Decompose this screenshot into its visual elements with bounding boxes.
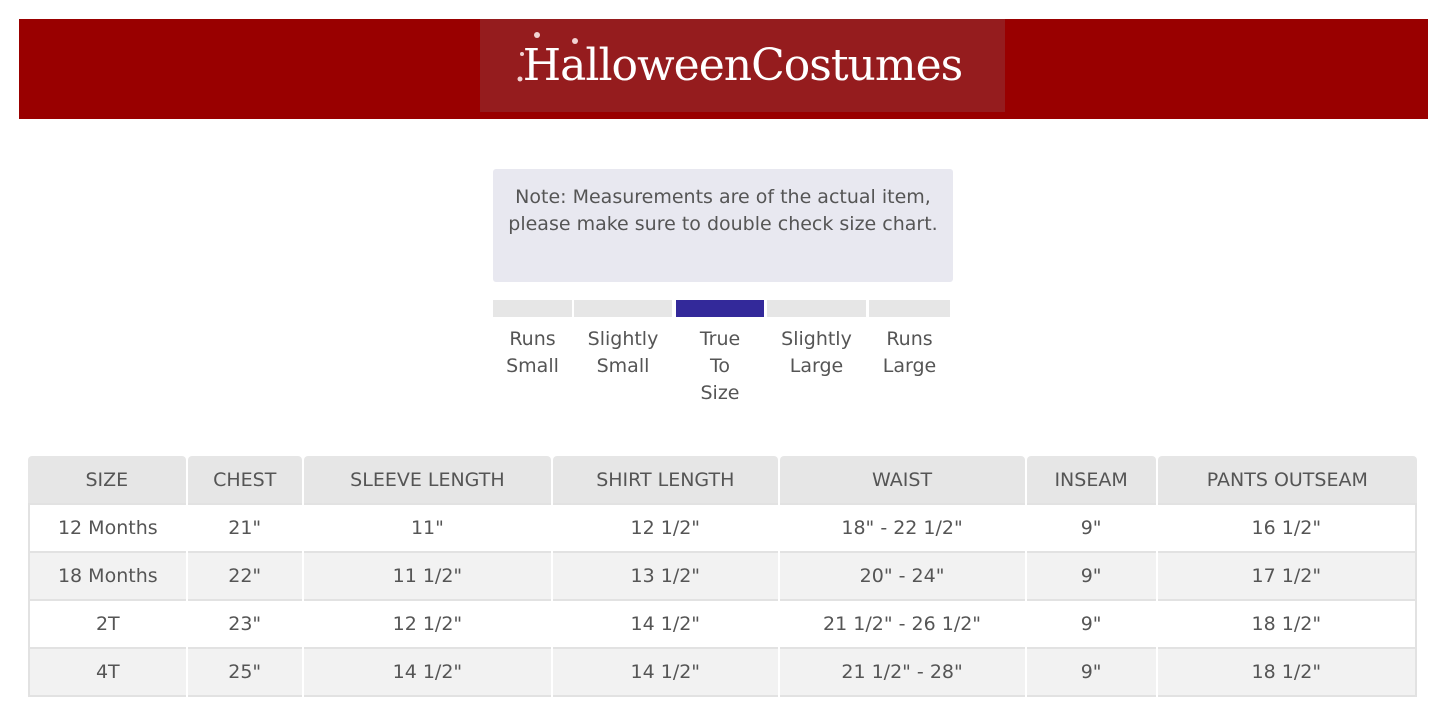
table-cell: 9" [1026,503,1156,551]
table-cell: 2T [28,599,186,647]
table-cell: 14 1/2" [553,647,778,697]
table-cell: 9" [1026,647,1156,697]
fit-label-word: True [699,328,741,350]
column-header: SLEEVE LENGTH [303,456,551,503]
fit-bar-segment [676,300,764,317]
table-cell: 12 Months [28,503,186,551]
table-cell: 21 1/2" - 26 1/2" [779,599,1025,647]
fit-label: Runs Small [493,326,572,380]
column-header: INSEAM [1026,456,1156,503]
fit-label: True To Size [676,326,764,407]
table-cell: 16 1/2" [1157,503,1417,551]
column-header: WAIST [779,456,1025,503]
table-cell: 4T [28,647,186,697]
table-cell: 25" [187,647,302,697]
table-cell: 12 1/2" [553,503,778,551]
table-cell: 21" [187,503,302,551]
table-row: 2T 23" 12 1/2" 14 1/2" 21 1/2" - 26 1/2" 9" 18… [28,599,1417,647]
table-cell: 12 1/2" [303,599,551,647]
fit-label-word: Slightly [587,328,659,350]
fit-label-word: Size [700,382,740,404]
fit-bar-segment [869,300,950,317]
column-header: PANTS OUTSEAM [1157,456,1417,503]
fit-bar-segment [767,300,866,317]
table-cell: 18 1/2" [1157,599,1417,647]
table-cell: 11" [303,503,551,551]
header-banner: HalloweenCostumes [19,19,1428,119]
table-row: 4T 25" 14 1/2" 14 1/2" 21 1/2" - 28" 9" 18 1/2… [28,647,1417,697]
table-cell: 9" [1026,551,1156,599]
column-header: CHEST [187,456,302,503]
table-cell: 11 1/2" [303,551,551,599]
fit-label-word: To [709,355,730,377]
fit-label-word: Large [789,355,844,377]
table-row: 18 Months 22" 11 1/2" 13 1/2" 20" - 24" 9" 17 … [28,551,1417,599]
fit-label-word: Runs [509,328,556,350]
table-cell: 22" [187,551,302,599]
fit-label: Runs Large [869,326,950,380]
fit-label: Slightly Large [767,326,866,380]
fit-label-word: Slightly [781,328,852,350]
table-cell: 14 1/2" [303,647,551,697]
fit-label-word: Runs [886,328,933,350]
table-row: 12 Months 21" 11" 12 1/2" 18" - 22 1/2" 9" 16 … [28,503,1417,551]
note-text: Note: Measurements are of the actual ite… [508,186,938,235]
fit-label-word: Large [882,355,937,377]
table-cell: 21 1/2" - 28" [779,647,1025,697]
column-header: SIZE [28,456,186,503]
measurement-note: Note: Measurements are of the actual ite… [493,169,953,282]
table-cell: 18 Months [28,551,186,599]
logo-text: HalloweenCostumes [522,40,963,91]
column-header: SHIRT LENGTH [553,456,778,503]
table-header-row: SIZE CHEST SLEEVE LENGTH SHIRT LENGTH WAIST I… [28,456,1417,503]
table-cell: 9" [1026,599,1156,647]
table-cell: 18 1/2" [1157,647,1417,697]
table-cell: 20" - 24" [779,551,1025,599]
fit-bar-segment [574,300,672,317]
halloweencostumes-logo[interactable]: HalloweenCostumes [480,19,1005,112]
table-cell: 23" [187,599,302,647]
fit-bar-segment [493,300,572,317]
fit-label-word: Small [506,355,559,377]
fit-label: Slightly Small [574,326,672,380]
table-cell: 14 1/2" [553,599,778,647]
table-cell: 13 1/2" [553,551,778,599]
table-cell: 17 1/2" [1157,551,1417,599]
table-cell: 18" - 22 1/2" [779,503,1025,551]
fit-label-word: Small [596,355,650,377]
size-chart-table: SIZE CHEST SLEEVE LENGTH SHIRT LENGTH WAIST I… [26,456,1419,697]
